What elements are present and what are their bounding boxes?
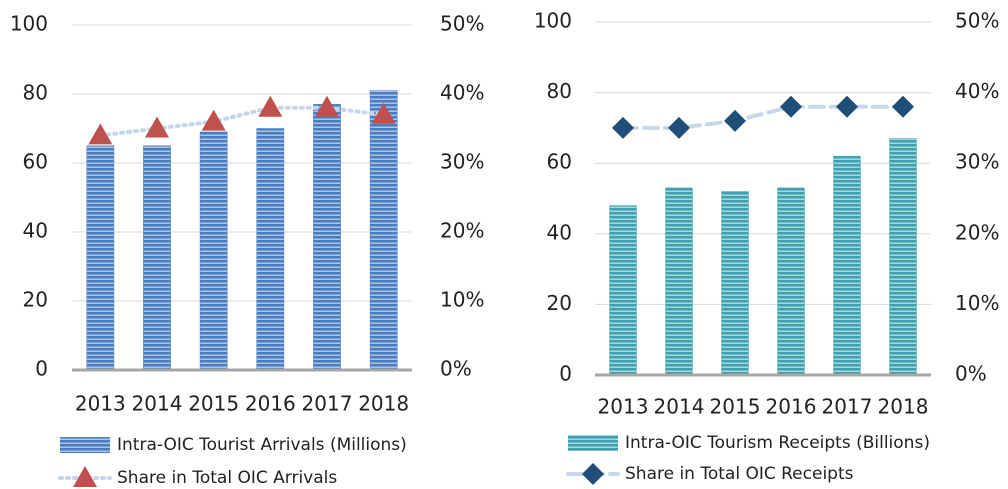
y2-tick-label: 40%: [440, 81, 484, 105]
marker: [780, 95, 802, 118]
legend-swatch: [568, 435, 618, 451]
y-tick-label: 100: [534, 9, 572, 33]
x-tick-label: 2014: [132, 392, 183, 416]
marker: [668, 116, 690, 139]
y2-tick-label: 20%: [955, 220, 999, 244]
marker: [145, 116, 169, 138]
legend-label: Share in Total OIC Receipts: [625, 464, 854, 484]
x-tick-label: 2017: [302, 392, 353, 416]
x-tick-label: 2015: [188, 392, 239, 416]
legend-marker: [73, 466, 97, 487]
x-tick-label: 2015: [710, 395, 761, 419]
marker: [836, 95, 858, 118]
marker: [612, 116, 634, 139]
x-tick-label: 2016: [245, 392, 296, 416]
y-tick-label: 80: [23, 81, 48, 105]
y-tick-label: 0: [559, 362, 572, 386]
bar: [199, 131, 228, 371]
bar: [86, 145, 115, 371]
marker: [88, 123, 113, 145]
y-tick-label: 40: [23, 219, 48, 243]
line: [98, 105, 386, 138]
bar: [721, 191, 749, 376]
legend-label: Intra-OIC Tourist Arrivals (Millions): [117, 435, 407, 455]
y-tick-label: 20: [23, 288, 48, 312]
x-tick-label: 2013: [598, 395, 649, 419]
legend-label: Intra-OIC Tourism Receipts (Billions): [625, 433, 930, 453]
line: [621, 104, 905, 130]
x-tick-label: 2018: [878, 395, 929, 419]
bar: [777, 187, 805, 376]
x-tick-label: 2018: [358, 392, 409, 416]
y-tick-label: 60: [23, 150, 48, 174]
marker: [724, 109, 746, 132]
y-tick-label: 100: [10, 12, 48, 36]
y2-tick-label: 30%: [955, 150, 999, 174]
y2-tick-label: 50%: [440, 12, 484, 36]
x-tick-label: 2017: [822, 395, 873, 419]
y2-tick-label: 10%: [440, 288, 484, 312]
bar: [889, 138, 917, 376]
marker: [371, 102, 396, 124]
marker: [201, 109, 226, 131]
x-tick-label: 2014: [654, 395, 705, 419]
y-tick-label: 0: [35, 357, 48, 381]
y-tick-label: 40: [547, 220, 572, 244]
legend-label: Share in Total OIC Arrivals: [117, 468, 337, 488]
y2-tick-label: 40%: [955, 79, 999, 103]
bar: [369, 90, 398, 371]
y2-tick-label: 20%: [440, 219, 484, 243]
y-tick-label: 60: [547, 150, 572, 174]
bar: [833, 155, 861, 376]
bar: [665, 187, 693, 376]
y2-tick-label: 0%: [955, 362, 987, 386]
bar: [256, 128, 285, 371]
bar: [609, 205, 637, 376]
bar: [313, 104, 341, 371]
bar: [143, 145, 171, 371]
y-tick-label: 20: [547, 291, 572, 315]
x-tick-label: 2016: [766, 395, 817, 419]
y2-tick-label: 10%: [955, 291, 999, 315]
legend-swatch: [60, 437, 110, 453]
marker: [315, 95, 339, 117]
y2-tick-label: 0%: [440, 357, 472, 381]
marker: [258, 95, 283, 117]
x-tick-label: 2013: [75, 392, 126, 416]
y2-tick-label: 50%: [955, 9, 999, 33]
y2-tick-label: 30%: [440, 150, 484, 174]
y-tick-label: 80: [547, 79, 572, 103]
marker: [892, 95, 914, 118]
legend-marker: [582, 463, 604, 485]
